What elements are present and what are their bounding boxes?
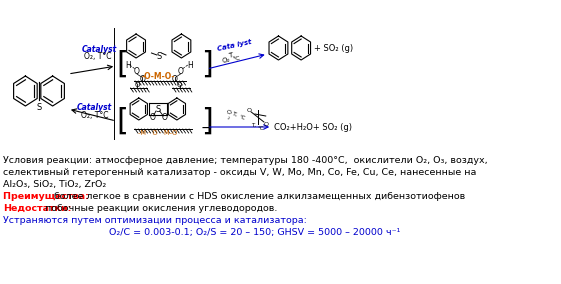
Text: O: O (161, 112, 167, 122)
Text: T,: T, (232, 111, 240, 118)
Text: T,: T, (251, 122, 256, 128)
Text: [: [ (116, 106, 128, 135)
Text: ₂: ₂ (227, 116, 231, 121)
Text: O: O (226, 110, 232, 116)
Text: Catalyst: Catalyst (82, 45, 117, 54)
Text: Недостатки:: Недостатки: (3, 204, 71, 213)
Text: Преимущества:: Преимущества: (3, 192, 92, 201)
Text: CO₂+H₂O+ SO₂ (g): CO₂+H₂O+ SO₂ (g) (274, 122, 352, 131)
Text: Catalyst: Catalyst (77, 103, 112, 112)
Text: °C: °C (233, 56, 241, 62)
Text: O: O (247, 108, 252, 112)
Text: более легкое в сравнении с HDS окисление алкилзамещенных дибензотиофенов: более легкое в сравнении с HDS окисление… (51, 192, 465, 201)
Text: Cata lyst: Cata lyst (216, 39, 252, 52)
Text: O: O (134, 82, 140, 88)
Text: -O-M-O-: -O-M-O- (142, 72, 176, 80)
Text: + SO₂ (g): + SO₂ (g) (314, 43, 353, 53)
Text: ]: ] (201, 106, 213, 135)
Text: селективный гетерогенный катализатор - оксиды V, W, Mo, Mn, Co, Fe, Cu, Ce, нане: селективный гетерогенный катализатор - о… (3, 168, 476, 177)
Text: Условия реакции: атмосферное давление; температуры 180 -400°C,  окислители O₂, O: Условия реакции: атмосферное давление; т… (3, 156, 488, 165)
Text: O: O (177, 66, 183, 76)
Text: O₂: O₂ (221, 57, 231, 64)
Text: O: O (172, 74, 178, 83)
Text: S: S (36, 103, 42, 112)
Text: O₂, T°C: O₂, T°C (84, 52, 112, 61)
Text: ]: ] (201, 49, 213, 78)
Text: Al₂O₃, SiO₂, TiO₂, ZrO₂: Al₂O₃, SiO₂, TiO₂, ZrO₂ (3, 180, 106, 189)
Text: O: O (134, 66, 140, 76)
Text: O: O (263, 122, 268, 126)
Text: O₂, T°C: O₂, T°C (81, 111, 108, 120)
Text: побочные реакции окисления углеводородов.: побочные реакции окисления углеводородов… (42, 204, 277, 213)
Text: −: − (201, 121, 213, 135)
Text: O: O (177, 82, 182, 88)
Text: O₂/C = 0.003-0.1; O₂/S = 20 – 150; GHSV = 5000 – 20000 ч⁻¹: O₂/C = 0.003-0.1; O₂/S = 20 – 150; GHSV … (109, 228, 401, 237)
Text: O: O (140, 74, 145, 83)
Text: °C: °C (257, 126, 264, 131)
Text: °C: °C (238, 114, 246, 121)
Text: O: O (149, 112, 155, 122)
Text: [: [ (116, 49, 128, 78)
Text: H: H (187, 60, 194, 70)
Text: -M · O · M-O: -M · O · M-O (138, 130, 177, 136)
Text: S: S (155, 105, 160, 114)
Text: Устраняются путем оптимизации процесса и катализатора:: Устраняются путем оптимизации процесса и… (3, 216, 307, 225)
Text: H: H (125, 60, 131, 70)
Text: T,: T, (227, 52, 235, 59)
Text: S: S (156, 51, 162, 60)
